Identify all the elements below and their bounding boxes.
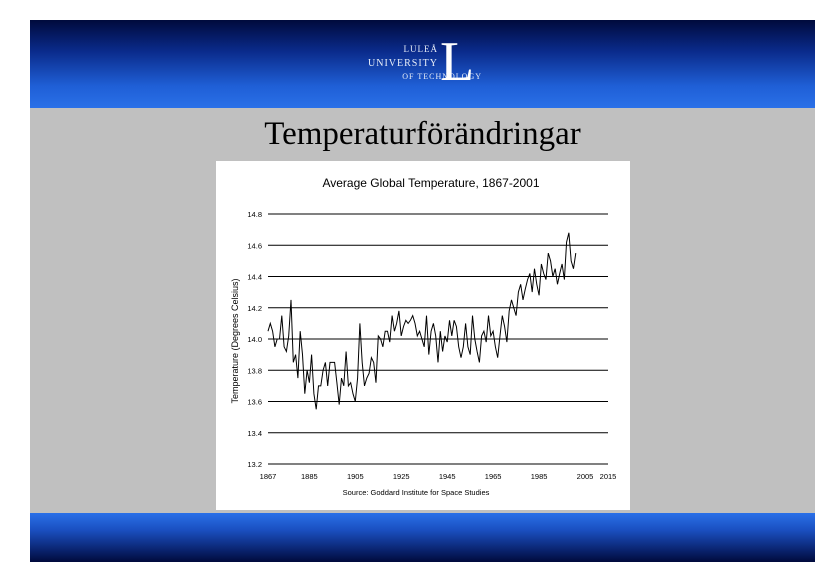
slide: LULEÅ UNIVERSITY OF TECHNOLOGY L Tempera… (30, 20, 815, 562)
university-logo: LULEÅ UNIVERSITY OF TECHNOLOGY L (360, 34, 482, 93)
series-line (267, 232, 577, 410)
chart-title: Average Global Temperature, 1867-2001 (322, 176, 539, 190)
y-tick-label: 13.8 (247, 366, 262, 375)
slide-title: Temperaturförändringar (264, 116, 581, 152)
logo-text-line1: LULEÅ (403, 44, 438, 54)
y-tick-label: 14.4 (247, 273, 262, 282)
chart-source: Source: Goddard Institute for Space Stud… (343, 488, 490, 497)
x-tick-label: 1945 (439, 472, 456, 481)
x-tick-label: 1965 (485, 472, 502, 481)
y-tick-label: 13.4 (247, 429, 262, 438)
x-tick-label: 2005 (577, 472, 594, 481)
y-tick-label: 13.2 (247, 460, 262, 469)
x-tick-label: 1885 (301, 472, 318, 481)
y-axis-label: Temperature (Degrees Celsius) (230, 278, 240, 403)
chart: Average Global Temperature, 1867-2001 Te… (216, 161, 630, 510)
gridlines (268, 213, 608, 465)
x-tick-labels: 1867 1885 1905 1925 1945 1965 1985 2005 2015 (260, 472, 617, 481)
bottom-banner (30, 513, 815, 562)
top-banner: LULEÅ UNIVERSITY OF TECHNOLOGY L (30, 20, 815, 108)
y-tick-label: 14.6 (247, 241, 262, 250)
y-tick-label: 14.0 (247, 335, 262, 344)
x-tick-label: 1925 (393, 472, 410, 481)
x-tick-label: 1867 (260, 472, 277, 481)
logo-text-line2: UNIVERSITY (368, 58, 438, 69)
y-tick-label: 14.2 (247, 304, 262, 313)
chart-svg: Average Global Temperature, 1867-2001 Te… (230, 176, 617, 497)
x-tick-label: 2015 (600, 472, 617, 481)
y-tick-labels: 13.2 13.4 13.6 13.8 14.0 14.2 14.4 14.6 14.8 (247, 210, 262, 469)
x-tick-label: 1985 (531, 472, 548, 481)
y-tick-label: 14.8 (247, 210, 262, 219)
y-tick-label: 13.6 (247, 398, 262, 407)
logo-text-line3: OF TECHNOLOGY (402, 72, 482, 81)
logo-letter: L (440, 31, 475, 93)
x-tick-label: 1905 (347, 472, 364, 481)
series-layer (267, 232, 577, 410)
